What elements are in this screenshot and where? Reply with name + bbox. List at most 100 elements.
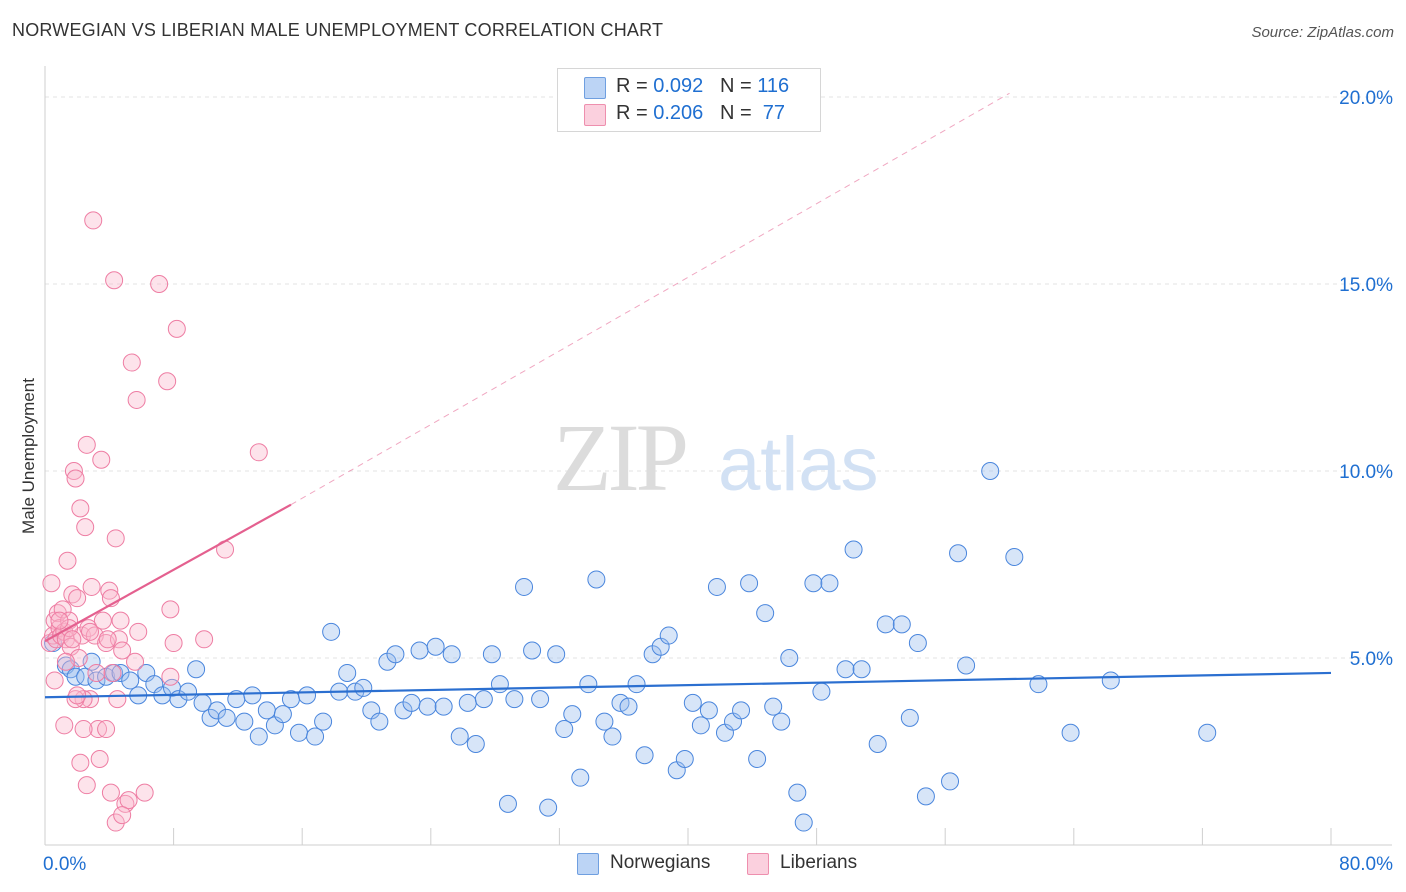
liberians-point — [122, 353, 141, 372]
norwegians-point — [370, 712, 389, 731]
norwegians-point — [619, 697, 638, 716]
n-value: 116 — [757, 75, 790, 97]
y-tick-label: 20.0% — [1339, 88, 1393, 109]
norwegians-point — [217, 708, 236, 727]
liberians-point — [161, 667, 180, 686]
n-label: N = — [719, 102, 758, 124]
liberians-point — [71, 753, 90, 772]
norwegians-point — [587, 570, 606, 589]
norwegians-point — [707, 577, 726, 596]
liberians-point — [81, 622, 100, 641]
norwegians-point — [659, 626, 678, 645]
liberians-point — [108, 690, 127, 709]
norwegians-point — [314, 712, 333, 731]
norwegians-point — [235, 712, 254, 731]
norwegians-point — [635, 746, 654, 765]
norwegians-point — [571, 768, 590, 787]
r-value: 0.092 — [653, 75, 704, 97]
norwegians-point — [201, 708, 220, 727]
liberians-point — [97, 720, 116, 739]
r-label: R = — [616, 102, 654, 124]
norwegians-point — [949, 544, 968, 563]
liberians-point — [71, 499, 90, 518]
liberians-point — [90, 749, 109, 768]
liberians-legend-swatch — [747, 853, 769, 875]
norwegians-point — [804, 574, 823, 593]
norwegians-point — [458, 693, 477, 712]
y-tick-label: 10.0% — [1339, 462, 1393, 483]
norwegians-point — [306, 727, 325, 746]
watermark: ZIP atlas — [553, 404, 879, 511]
norwegians-point — [410, 641, 429, 660]
liberians-point — [113, 806, 132, 825]
norwegians-point — [699, 701, 718, 720]
norwegians-point — [764, 697, 783, 716]
norwegians-point — [1198, 723, 1217, 742]
norwegians-point — [852, 660, 871, 679]
liberians-point — [249, 443, 268, 462]
norwegians-point — [675, 749, 694, 768]
liberians-point — [68, 589, 87, 608]
y-axis-label: Male Unemployment — [19, 378, 38, 534]
norwegians-stats: R = 0.092 N = 116 — [616, 75, 789, 99]
norwegians-point — [732, 701, 751, 720]
norwegians-point — [426, 637, 445, 656]
correlation-legend: R = 0.092 N = 116 R = 0.206 N = 77 — [557, 68, 821, 132]
liberians-stats: R = 0.206 N = 77 — [616, 102, 785, 126]
x-tick-label: 0.0% — [43, 854, 86, 875]
liberians-point — [56, 652, 75, 671]
legend-item-norwegians[interactable]: Norwegians — [577, 852, 727, 876]
norwegians-point — [595, 712, 614, 731]
norwegians-point — [892, 615, 911, 634]
norwegians-point — [66, 667, 85, 686]
norwegians-point — [87, 671, 106, 690]
liberians-point — [100, 581, 119, 600]
liberians-point — [119, 791, 138, 810]
watermark-atlas: atlas — [718, 422, 879, 507]
liberians-point — [76, 518, 95, 537]
norwegians-point — [523, 641, 542, 660]
norwegians-point — [563, 705, 582, 724]
liberians-point — [129, 622, 148, 641]
legend-label-norwegians: Norwegians — [610, 852, 711, 873]
liberians-point — [45, 671, 64, 690]
norwegians-point — [868, 735, 887, 754]
liberians-point — [158, 372, 177, 391]
legend-item-liberians[interactable]: Liberians — [747, 852, 877, 876]
norwegians-point — [756, 604, 775, 623]
axes — [44, 66, 1392, 846]
data-points — [40, 211, 1217, 832]
norwegians-point — [179, 682, 198, 701]
norwegians-point — [1101, 671, 1120, 690]
norwegians-point — [442, 645, 461, 664]
liberians-point — [150, 275, 169, 293]
norwegians-point — [957, 656, 976, 675]
liberians-point — [98, 630, 117, 649]
norwegians-point — [780, 649, 799, 667]
liberians-point — [126, 652, 145, 671]
norwegians-point — [579, 675, 598, 694]
liberians-point — [106, 813, 125, 832]
norwegians-point — [273, 705, 292, 724]
norwegians-point — [289, 723, 308, 742]
norwegians-point — [748, 749, 767, 768]
norwegians-point — [338, 663, 357, 682]
norwegians-point — [555, 720, 574, 739]
liberians-point — [74, 720, 93, 739]
liberians-point — [135, 783, 154, 802]
liberians-point — [66, 469, 85, 488]
r-label: R = — [616, 75, 654, 97]
liberians-point — [63, 630, 82, 649]
norwegians-trend-line — [44, 671, 1332, 699]
liberians-point — [105, 271, 124, 290]
norwegians-point — [505, 690, 524, 709]
norwegians-point — [772, 712, 791, 731]
norwegians-point — [208, 701, 227, 720]
watermark-zip: ZIP — [553, 404, 686, 511]
norwegians-point — [627, 675, 646, 694]
norwegians-point — [941, 772, 960, 791]
liberians-point — [113, 641, 132, 660]
liberians-point — [53, 600, 72, 619]
norwegians-point — [603, 727, 622, 746]
